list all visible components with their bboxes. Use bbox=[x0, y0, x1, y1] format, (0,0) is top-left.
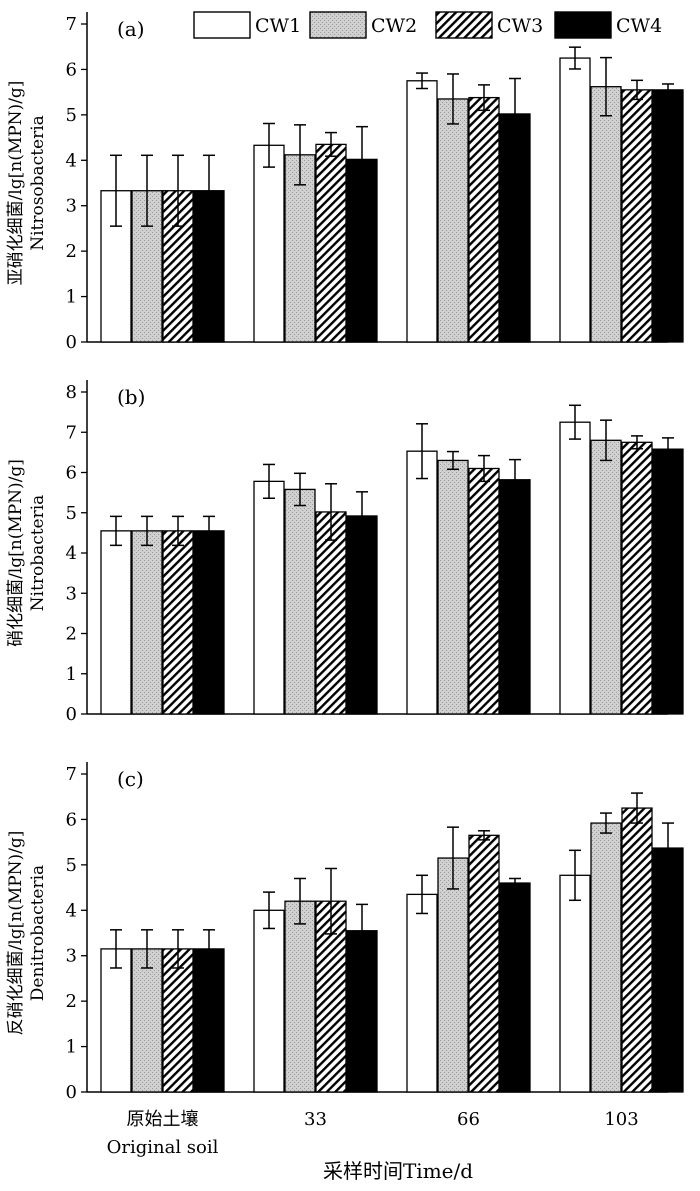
bar-cw1 bbox=[253, 480, 285, 715]
y-tick-label: 5 bbox=[66, 105, 77, 126]
y-tick-label: 1 bbox=[66, 664, 77, 685]
bar-cw1 bbox=[100, 530, 132, 715]
bar-cw3 bbox=[315, 143, 347, 343]
bar-cw1 bbox=[406, 450, 438, 715]
legend-swatch-cw4 bbox=[554, 11, 612, 39]
legend-label-cw1: CW1 bbox=[255, 15, 301, 37]
legend-swatch-cw1 bbox=[193, 11, 251, 39]
chart-panels: 0 1 2 3 4 5 6 7 亚硝化细菌/lg[n(MPN)/g] Nitrosobacteri… bbox=[6, 12, 684, 1103]
panel-a: 0 1 2 3 4 5 6 7 亚硝化细菌/lg[n(MPN)/g] Nitrosobacteri… bbox=[6, 12, 684, 353]
panel-label: (c) bbox=[117, 767, 144, 791]
y-tick-label: 2 bbox=[66, 991, 77, 1012]
y-tick-label: 2 bbox=[66, 241, 77, 262]
legend-swatch-cw2 bbox=[309, 11, 367, 39]
bar-cw1 bbox=[406, 893, 438, 1093]
bar-cw2 bbox=[437, 459, 469, 715]
panel-label: (b) bbox=[117, 385, 145, 409]
y-axis-title: 亚硝化细菌/lg[n(MPN)/g] bbox=[6, 81, 26, 286]
bar-cw3 bbox=[468, 834, 500, 1093]
y-tick-label: 1 bbox=[66, 287, 77, 308]
y-tick-label: 2 bbox=[66, 624, 77, 645]
bar-cw4 bbox=[652, 89, 684, 343]
y-tick-label: 5 bbox=[66, 855, 77, 876]
y-tick-label: 3 bbox=[66, 946, 77, 967]
legend-label-cw4: CW4 bbox=[616, 15, 662, 37]
bar-cw2 bbox=[284, 488, 316, 715]
legend-label-cw3: CW3 bbox=[497, 15, 543, 37]
y-tick-label: 1 bbox=[66, 1037, 77, 1058]
bar-cw2 bbox=[437, 857, 469, 1093]
y-tick-label: 7 bbox=[66, 764, 77, 785]
y-tick-label: 8 bbox=[66, 382, 77, 403]
bar-cw2 bbox=[284, 154, 316, 343]
bar-cw3 bbox=[621, 89, 653, 343]
x-category-label: 103 bbox=[604, 1109, 638, 1130]
bar-cw2 bbox=[590, 822, 622, 1093]
y-axis-title: 硝化细菌/lg[n(MPN)/g] bbox=[6, 459, 26, 647]
bar-cw3 bbox=[162, 948, 194, 1093]
bar-cw1 bbox=[559, 57, 591, 343]
bar-cw4 bbox=[499, 113, 531, 343]
y-tick-label: 6 bbox=[66, 463, 77, 484]
bar-cw2 bbox=[590, 86, 622, 343]
legend: CW1 CW2 CW3 CW4 bbox=[193, 11, 662, 39]
y-axis-subtitle: Nitrosobacteria bbox=[28, 115, 48, 251]
bar-cw1 bbox=[100, 948, 132, 1093]
bar-cw4 bbox=[193, 530, 225, 715]
bar-cw3 bbox=[315, 511, 347, 715]
legend-label-cw2: CW2 bbox=[371, 15, 417, 37]
y-tick-label: 3 bbox=[66, 196, 77, 217]
panel-b: 0 1 2 3 4 5 6 7 8 硝化细菌/lg[n(MPN)/g] Nitrobacteria (… bbox=[6, 380, 684, 725]
y-tick-label: 0 bbox=[66, 1082, 77, 1103]
bar-cw3 bbox=[468, 96, 500, 343]
y-tick-label: 3 bbox=[66, 583, 77, 604]
bar-cw4 bbox=[652, 847, 684, 1093]
y-tick-label: 0 bbox=[66, 704, 77, 725]
bar-cw3 bbox=[621, 441, 653, 715]
bar-cw2 bbox=[590, 439, 622, 715]
legend-swatch-cw3 bbox=[435, 11, 493, 39]
panel-c: 0 1 2 3 4 5 6 7 反硝化细菌/lg[n(MPN)/g] Denitrobacteri… bbox=[6, 762, 684, 1103]
bar-cw4 bbox=[499, 882, 531, 1093]
y-tick-label: 7 bbox=[66, 422, 77, 443]
y-tick-label: 4 bbox=[66, 900, 77, 921]
bar-cw3 bbox=[162, 530, 194, 715]
y-axis-subtitle: Denitrobacteria bbox=[28, 865, 48, 1001]
bar-cw3 bbox=[621, 807, 653, 1093]
bar-cw1 bbox=[559, 874, 591, 1093]
y-tick-label: 6 bbox=[66, 59, 77, 80]
bar-cw4 bbox=[193, 948, 225, 1093]
y-tick-label: 6 bbox=[66, 809, 77, 830]
x-category-label: 原始土壤 bbox=[127, 1109, 199, 1130]
y-tick-label: 4 bbox=[66, 150, 77, 171]
bar-cw2 bbox=[437, 98, 469, 343]
bar-cw2 bbox=[284, 900, 316, 1093]
x-category-label: 66 bbox=[457, 1109, 480, 1130]
y-tick-label: 4 bbox=[66, 543, 77, 564]
bar-cw4 bbox=[499, 479, 531, 715]
x-category-label: 33 bbox=[304, 1109, 327, 1130]
panel-label: (a) bbox=[117, 17, 145, 41]
y-tick-label: 0 bbox=[66, 332, 77, 353]
y-tick-label: 7 bbox=[66, 14, 77, 35]
bar-cw1 bbox=[559, 421, 591, 715]
bar-cw4 bbox=[346, 515, 378, 715]
bar-cw1 bbox=[253, 144, 285, 343]
bar-cw2 bbox=[131, 948, 163, 1093]
bar-cw1 bbox=[406, 80, 438, 343]
y-axis-subtitle: Nitrobacteria bbox=[28, 495, 48, 612]
bar-cw1 bbox=[253, 909, 285, 1093]
y-tick-label: 5 bbox=[66, 503, 77, 524]
bar-cw4 bbox=[652, 448, 684, 715]
x-category-labels: 原始土壤 Original soil 33 66 103 bbox=[107, 1109, 639, 1158]
x-category-label: Original soil bbox=[107, 1137, 219, 1158]
bar-cw2 bbox=[131, 530, 163, 715]
x-axis-title: 采样时间Time/d bbox=[323, 1159, 473, 1183]
y-axis-title: 反硝化细菌/lg[n(MPN)/g] bbox=[6, 831, 26, 1036]
bar-cw3 bbox=[468, 467, 500, 715]
